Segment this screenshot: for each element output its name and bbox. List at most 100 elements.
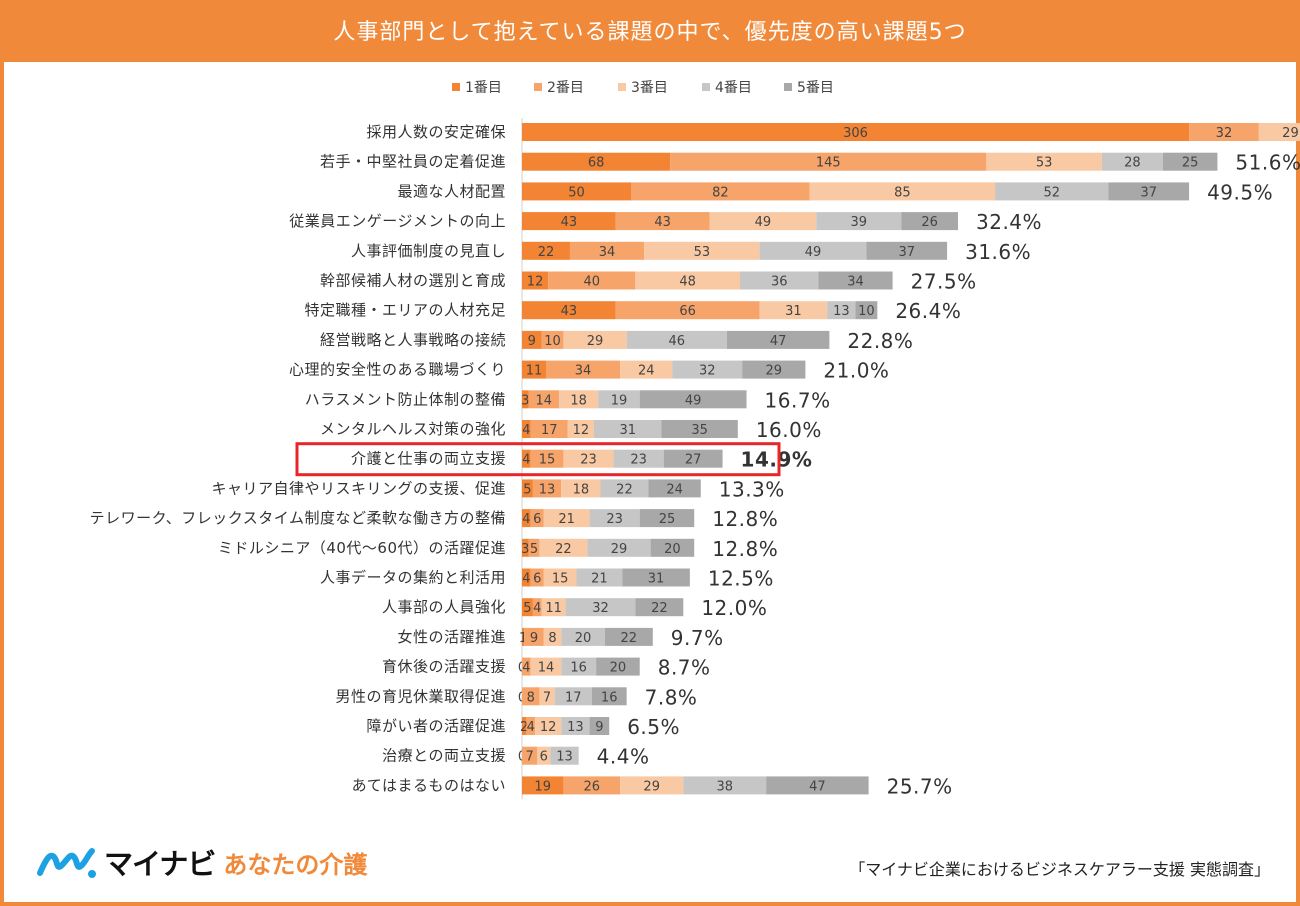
bar-segment — [554, 687, 592, 706]
data-label: 15 — [552, 572, 569, 587]
bar-segment — [648, 479, 701, 498]
data-label: 4 — [522, 423, 530, 438]
bar-segment — [543, 568, 577, 587]
data-label: 25 — [1182, 156, 1199, 171]
category-label: 介護と仕事の両立支援 — [351, 450, 506, 468]
bar-segment — [522, 420, 531, 438]
data-label: 14 — [538, 661, 555, 676]
data-label: 13 — [833, 304, 850, 319]
bar-segment — [589, 509, 640, 528]
bar-segment — [530, 449, 564, 468]
data-label: 12 — [540, 720, 557, 735]
data-label: 38 — [716, 779, 733, 794]
legend-swatch — [702, 83, 710, 91]
bar-segment — [901, 212, 958, 231]
bar-segment — [569, 241, 645, 260]
data-label: 37 — [898, 245, 915, 260]
bar-segment — [631, 182, 810, 201]
bar-segment — [563, 776, 621, 795]
bar-segment — [543, 509, 590, 528]
category-label: テレワーク、フレックスタイム制度など柔軟な働き方の整備 — [90, 509, 506, 527]
bar-segment — [759, 301, 828, 320]
bar-segment — [537, 746, 551, 765]
bar-segment — [522, 449, 531, 468]
brand-name: マイナビ — [104, 847, 216, 881]
data-label: 5 — [523, 601, 531, 616]
data-label: 20 — [575, 631, 592, 646]
bar-segment — [591, 687, 627, 706]
data-label: 26 — [583, 779, 600, 794]
data-label: 8 — [548, 631, 556, 646]
legend-label: 4番目 — [715, 80, 752, 96]
bar-segment — [855, 301, 878, 320]
category-label: あてはまるものはない — [352, 776, 506, 794]
bar-segment — [530, 657, 562, 676]
total-percent-label: 8.7% — [658, 656, 711, 680]
data-label: 14 — [536, 393, 553, 408]
total-percent-label: 32.4% — [976, 210, 1042, 234]
brand-subtitle: あなたの介護 — [223, 850, 368, 879]
bar-segment — [589, 717, 610, 735]
bar-segment — [563, 449, 614, 468]
data-label: 47 — [770, 334, 787, 349]
bar-segment — [522, 627, 525, 646]
data-label: 31 — [619, 423, 636, 438]
bar-segment — [1162, 152, 1218, 171]
data-label: 23 — [606, 512, 623, 527]
data-label: 66 — [679, 304, 696, 319]
highlight-box — [295, 442, 781, 477]
bar-segment — [541, 598, 566, 617]
data-label: 35 — [691, 423, 708, 438]
data-label: 29 — [766, 364, 783, 379]
bar-segment — [809, 182, 996, 201]
legend-label: 3番目 — [631, 80, 668, 96]
data-label: 22 — [651, 601, 668, 616]
legend-label: 2番目 — [547, 80, 584, 96]
bar-segment — [522, 330, 542, 349]
data-label: 2 — [520, 720, 528, 735]
data-label: 39 — [851, 215, 868, 230]
bar-segment — [530, 509, 544, 528]
bar-segment — [635, 271, 740, 290]
total-percent-label: 51.6% — [1235, 151, 1300, 175]
data-label: 11 — [545, 601, 562, 616]
bar-segment — [598, 390, 640, 409]
category-label: 特定職種・エリアの人材充足 — [304, 301, 506, 319]
bar-segment — [683, 776, 767, 795]
legend-label: 5番目 — [797, 80, 834, 96]
data-label: 3 — [521, 542, 529, 557]
data-label: 17 — [541, 423, 558, 438]
bar-segment — [522, 717, 527, 735]
bar-segment — [522, 746, 538, 765]
data-label: 16 — [601, 690, 618, 705]
bar-segment — [541, 330, 564, 349]
data-label: 7 — [543, 690, 551, 705]
data-label: 3 — [521, 393, 529, 408]
source-note: 「マイナビ企業におけるビジネスケアラー支援 実態調査」 — [849, 860, 1270, 879]
bar-segment — [522, 182, 631, 201]
data-label: 18 — [573, 482, 590, 497]
total-percent-label: 12.8% — [712, 507, 778, 531]
data-label: 29 — [643, 779, 660, 794]
bar-segment — [827, 301, 856, 320]
bar-segment — [740, 271, 819, 290]
total-percent-label: 22.8% — [847, 329, 913, 353]
bar-segment — [866, 241, 948, 260]
bar-segment — [522, 538, 529, 557]
bar-segment — [559, 390, 599, 409]
category-label: 従業員エンゲージメントの向上 — [289, 212, 506, 230]
bar-segment — [539, 538, 588, 557]
data-label: 306 — [843, 126, 868, 141]
data-label: 49 — [685, 393, 702, 408]
category-label: 最適な人材配置 — [397, 182, 506, 200]
total-percent-label: 14.9% — [741, 448, 813, 472]
bar-segment — [561, 657, 597, 676]
bar-segment — [522, 509, 531, 528]
bar-segment — [613, 449, 664, 468]
bar-segment — [565, 598, 636, 617]
bar-segment — [522, 568, 531, 587]
category-label: 治療との両立支援 — [382, 747, 506, 765]
bar-segment — [522, 301, 616, 320]
data-label: 4 — [522, 453, 530, 468]
bar-segment — [561, 717, 590, 735]
